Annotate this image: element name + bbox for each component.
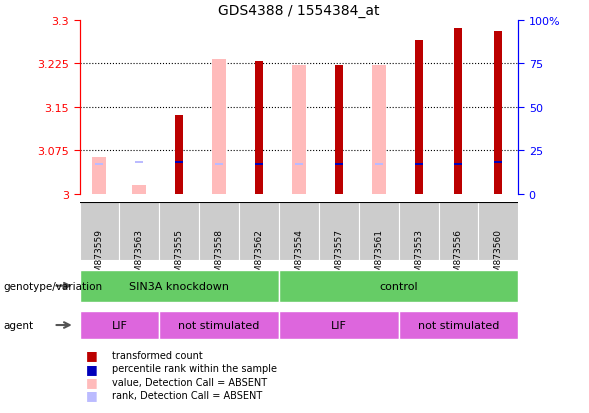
Text: ■: ■ (85, 349, 97, 362)
Text: LIF: LIF (331, 320, 347, 330)
Bar (292, 66, 306, 194)
Text: GSM873561: GSM873561 (374, 228, 383, 283)
Bar (494, 32, 502, 194)
Text: value, Detection Call = ABSENT: value, Detection Call = ABSENT (112, 377, 267, 387)
Bar (415, 164, 422, 166)
Text: GSM873560: GSM873560 (494, 228, 503, 283)
Text: agent: agent (3, 320, 33, 330)
Bar (295, 164, 303, 166)
Bar (335, 164, 343, 166)
Bar (279, 311, 399, 339)
Text: GSM873555: GSM873555 (175, 228, 184, 283)
Bar (335, 66, 343, 194)
Bar (176, 162, 183, 164)
Text: rank, Detection Call = ABSENT: rank, Detection Call = ABSENT (112, 390, 262, 400)
Bar (239, 202, 279, 260)
Text: GSM873563: GSM873563 (135, 228, 144, 283)
Bar (399, 202, 439, 260)
Bar (215, 164, 223, 166)
Text: not stimulated: not stimulated (418, 320, 499, 330)
Title: GDS4388 / 1554384_at: GDS4388 / 1554384_at (218, 4, 380, 18)
Bar (80, 270, 279, 302)
Bar (455, 164, 462, 166)
Bar (439, 202, 478, 260)
Bar (159, 202, 199, 260)
Text: GSM873557: GSM873557 (335, 228, 343, 283)
Text: SIN3A knockdown: SIN3A knockdown (129, 281, 229, 291)
Bar (359, 202, 399, 260)
Text: GSM873559: GSM873559 (95, 228, 104, 283)
Bar (92, 158, 107, 194)
Bar (80, 202, 120, 260)
Bar (375, 164, 383, 166)
Text: transformed count: transformed count (112, 350, 203, 360)
Bar (478, 202, 518, 260)
Bar (199, 202, 239, 260)
Text: percentile rank within the sample: percentile rank within the sample (112, 363, 277, 373)
Text: LIF: LIF (111, 320, 127, 330)
Bar (415, 41, 422, 194)
Bar (135, 162, 143, 164)
Bar (455, 29, 462, 194)
Bar (120, 202, 159, 260)
Bar (80, 311, 159, 339)
Bar (255, 62, 263, 194)
Bar (255, 164, 263, 166)
Bar (372, 66, 386, 194)
Text: GSM873558: GSM873558 (214, 228, 224, 283)
Text: GSM873554: GSM873554 (294, 228, 303, 283)
Text: GSM873553: GSM873553 (414, 228, 423, 283)
Text: not stimulated: not stimulated (178, 320, 260, 330)
Bar (319, 202, 359, 260)
Bar (494, 162, 502, 164)
Text: GSM873556: GSM873556 (454, 228, 463, 283)
Text: GSM873562: GSM873562 (254, 228, 263, 283)
Text: control: control (379, 281, 418, 291)
Text: ■: ■ (85, 362, 97, 375)
Text: ■: ■ (85, 375, 97, 388)
Text: genotype/variation: genotype/variation (3, 281, 102, 291)
Bar (176, 116, 183, 194)
Bar (159, 311, 279, 339)
Bar (279, 270, 518, 302)
Bar (212, 59, 226, 194)
Text: ■: ■ (85, 388, 97, 401)
Bar (95, 164, 104, 166)
Bar (133, 185, 146, 194)
Bar (279, 202, 319, 260)
Bar (399, 311, 518, 339)
